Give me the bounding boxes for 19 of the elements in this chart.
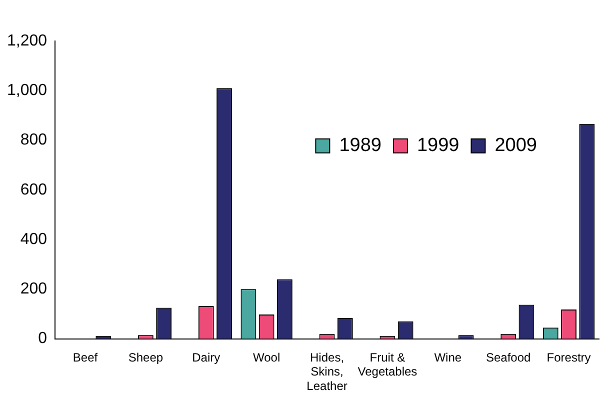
y-tick-label: 1,000 (6, 82, 48, 100)
x-tick-label: Wine (434, 350, 462, 364)
x-tick-label: Seafood (486, 350, 531, 364)
x-tick-label: Fruit & Vegetables (358, 350, 418, 379)
y-tick-label: 400 (20, 230, 48, 248)
y-tick-label: 1,200 (6, 32, 48, 50)
legend-label: 1989 (339, 135, 382, 156)
y-tick-label: 800 (20, 132, 48, 149)
y-tick-label: 600 (20, 181, 48, 198)
x-tick-label: Wool (253, 350, 280, 364)
x-tick-label: Forestry (546, 350, 591, 364)
x-tick-label: Dairy (192, 350, 220, 364)
y-tick-label: 0 (38, 330, 48, 348)
legend-label: 2009 (494, 135, 538, 156)
y-tick-label: 200 (20, 280, 48, 298)
x-tick-label: Sheep (128, 350, 164, 364)
legend-label: 1999 (416, 135, 460, 156)
x-tick-label: Beef (72, 350, 98, 364)
x-tick-label: Hides, Skins, Leather (306, 350, 348, 394)
